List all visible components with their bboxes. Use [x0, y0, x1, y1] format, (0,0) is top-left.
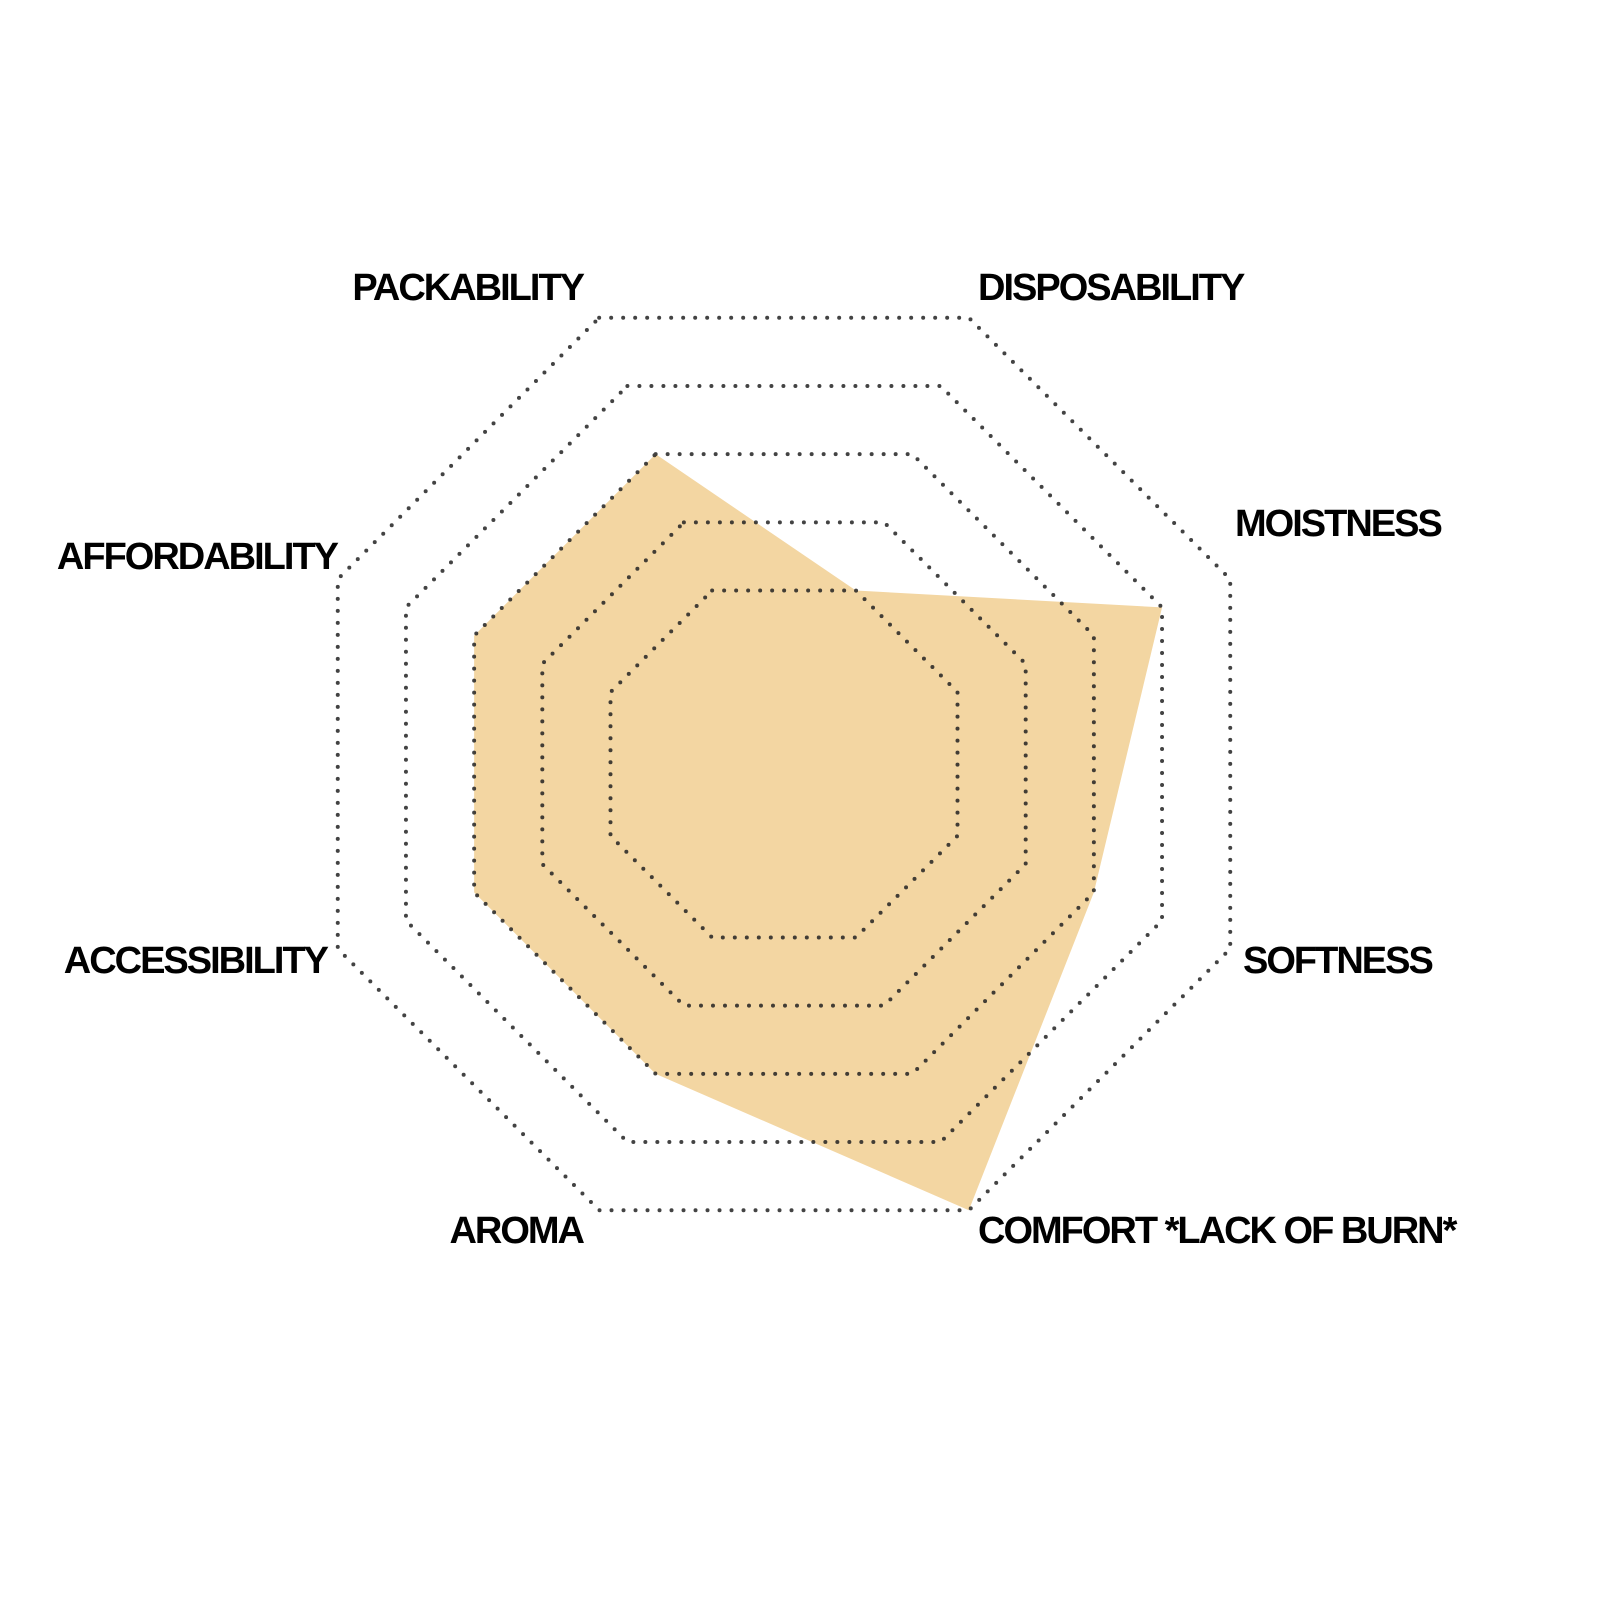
- axis-label: COMFORT *LACK OF BURN*: [978, 1210, 1458, 1252]
- grid-ring: [335, 315, 1233, 1213]
- grid-ring: [403, 383, 1165, 1145]
- axis-label: SOFTNESS: [1243, 940, 1432, 982]
- grid-ring: [608, 588, 960, 940]
- axis-label: PACKABILITY: [352, 267, 584, 309]
- axis-label: DISPOSABILITY: [978, 267, 1245, 309]
- axis-label: AFFORDABILITY: [57, 536, 339, 578]
- axis-label: AROMA: [449, 1210, 584, 1252]
- axis-label: MOISTNESS: [1235, 503, 1441, 545]
- data-area: [474, 454, 1163, 1211]
- axis-label: ACCESSIBILITY: [64, 940, 329, 982]
